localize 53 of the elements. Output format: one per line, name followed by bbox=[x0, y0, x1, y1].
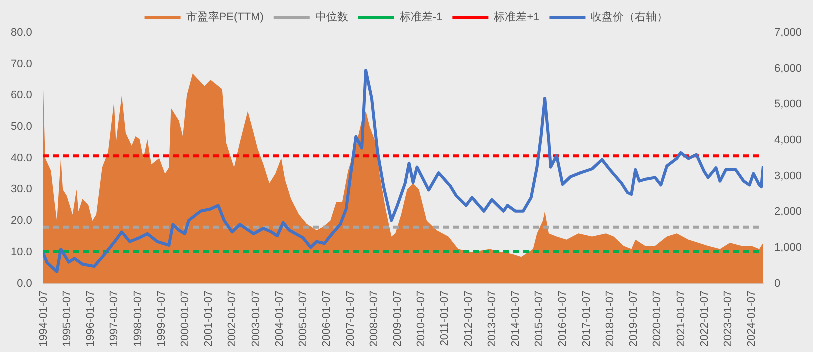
y-tick-label: 0.0 bbox=[17, 278, 32, 290]
x-tick-label: 2004-01-07 bbox=[274, 290, 286, 348]
y2-tick-label: 5,000 bbox=[774, 98, 802, 111]
x-tick-label: 2006-01-07 bbox=[321, 290, 334, 348]
x-tick-label: 1995-01-07 bbox=[61, 290, 74, 348]
x-tick-label: 2023-01-07 bbox=[722, 290, 735, 348]
y2-tick-label: 4,000 bbox=[774, 134, 802, 146]
x-tick-label: 2002-01-07 bbox=[226, 290, 239, 348]
x-tick-label: 2017-01-07 bbox=[580, 290, 593, 348]
legend-label: 标准差+1 bbox=[493, 10, 540, 24]
y-tick-label: 10.0 bbox=[10, 246, 32, 258]
y-tick-label: 80.0 bbox=[10, 27, 32, 40]
y2-tick-label: 0 bbox=[774, 278, 781, 290]
x-tick-label: 1998-01-07 bbox=[132, 290, 144, 348]
x-tick-label: 2013-01-07 bbox=[486, 290, 498, 348]
legend-label: 中位数 bbox=[315, 10, 348, 24]
y-tick-label: 50.0 bbox=[10, 121, 32, 134]
legend-label: 收盘价（右轴） bbox=[591, 10, 668, 24]
x-tick-label: 2020-01-07 bbox=[652, 290, 664, 348]
y-tick-label: 20.0 bbox=[10, 215, 32, 228]
y-tick-label: 70.0 bbox=[10, 58, 32, 70]
y-tick-label: 30.0 bbox=[10, 184, 32, 196]
x-tick-label: 2019-01-07 bbox=[628, 290, 640, 348]
x-tick-label: 2007-01-07 bbox=[344, 290, 357, 348]
x-tick-label: 2001-01-07 bbox=[203, 290, 216, 348]
x-tick-label: 2015-01-07 bbox=[534, 290, 546, 348]
y2-tick-label: 7,000 bbox=[774, 27, 802, 40]
x-tick-label: 1997-01-07 bbox=[108, 290, 121, 348]
legend-label: 标准差-1 bbox=[398, 10, 443, 24]
x-tick-label: 2005-01-07 bbox=[298, 290, 310, 348]
x-tick-label: 2018-01-07 bbox=[604, 290, 616, 348]
legend-label: 市盈率PE(TTM) bbox=[186, 10, 264, 24]
x-tick-label: 2014-01-07 bbox=[510, 290, 522, 348]
x-tick-label: 1999-01-07 bbox=[156, 290, 168, 348]
x-tick-label: 2008-01-07 bbox=[368, 290, 380, 348]
x-tick-label: 2016-01-07 bbox=[557, 290, 570, 348]
x-tick-label: 2021-01-07 bbox=[675, 290, 688, 348]
x-tick-label: 2010-01-07 bbox=[416, 290, 428, 348]
y2-tick-label: 6,000 bbox=[774, 62, 802, 75]
y2-tick-label: 2,000 bbox=[774, 206, 802, 218]
x-tick-label: 2011-01-07 bbox=[439, 290, 452, 346]
x-tick-label: 2022-01-07 bbox=[698, 290, 711, 348]
y2-tick-label: 1,000 bbox=[774, 242, 802, 254]
x-tick-label: 1996-01-07 bbox=[85, 290, 98, 348]
y-tick-label: 40.0 bbox=[10, 152, 32, 164]
y2-tick-label: 3,000 bbox=[774, 170, 802, 182]
x-tick-label: 2024-01-07 bbox=[746, 290, 758, 348]
x-tick-label: 2000-01-07 bbox=[179, 290, 192, 348]
x-tick-label: 2012-01-07 bbox=[462, 290, 475, 348]
x-tick-label: 2009-01-07 bbox=[392, 290, 404, 348]
x-tick-label: 2003-01-07 bbox=[250, 290, 262, 348]
y-tick-label: 60.0 bbox=[10, 90, 32, 102]
x-tick-label: 1994-01-07 bbox=[38, 290, 50, 348]
